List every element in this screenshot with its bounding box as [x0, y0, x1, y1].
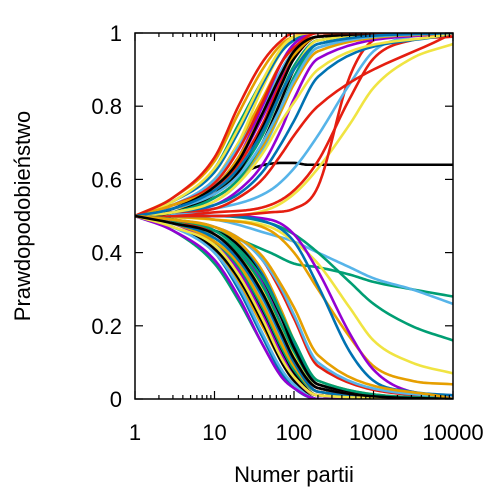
x-tick-label: 1000 — [349, 420, 398, 445]
y-tick-label: 0.6 — [91, 167, 122, 192]
series-line-7 — [135, 214, 453, 386]
series-line-10 — [135, 35, 453, 218]
series-lines — [135, 33, 453, 399]
series-line-60 — [135, 214, 453, 399]
x-tick-label: 1 — [129, 420, 141, 445]
y-tick-label: 0.4 — [91, 241, 122, 266]
series-line-39 — [135, 33, 453, 218]
y-tick-label: 1 — [110, 21, 122, 46]
x-axis-label: Numer partii — [234, 462, 354, 487]
y-tick-label: 0.2 — [91, 314, 122, 339]
x-tick-label: 10 — [202, 420, 226, 445]
x-tick-label: 100 — [276, 420, 313, 445]
series-line-64 — [135, 214, 453, 399]
series-line-38 — [135, 33, 453, 218]
series-line-67 — [135, 214, 453, 399]
series-line-40 — [135, 33, 453, 218]
y-tick-labels: 0 0.2 0.4 0.6 0.8 1 — [91, 21, 122, 412]
series-line-29 — [135, 33, 453, 218]
x-tick-labels: 1 10 100 1000 10000 — [129, 420, 484, 445]
series-line-66 — [135, 214, 453, 399]
x-tick-label: 10000 — [422, 420, 483, 445]
axis-ticks — [134, 32, 454, 400]
y-tick-label: 0.8 — [91, 94, 122, 119]
series-line-12 — [135, 33, 453, 218]
y-axis-label: Prawdopodobieństwo — [10, 111, 35, 321]
y-tick-label: 0 — [110, 387, 122, 412]
